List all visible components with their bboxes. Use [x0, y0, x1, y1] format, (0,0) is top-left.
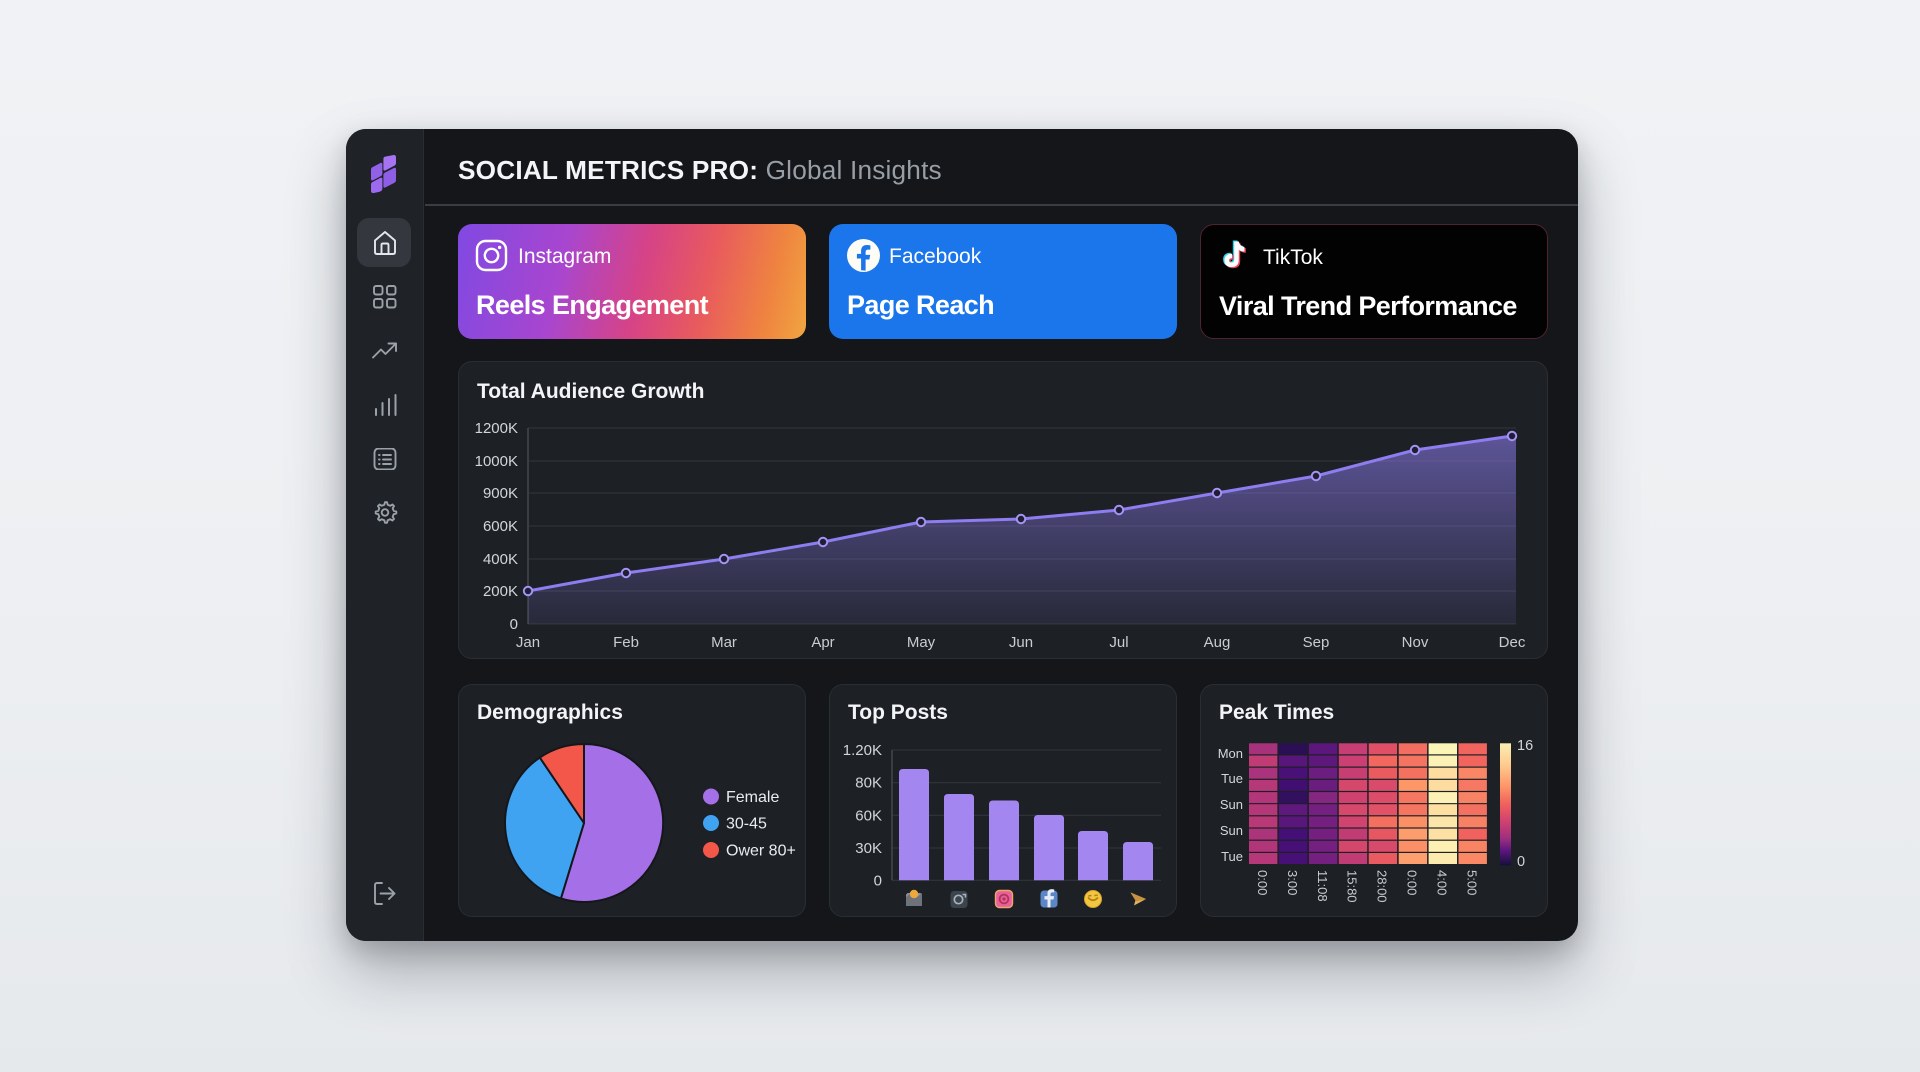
svg-text:Mon: Mon [1218, 746, 1243, 761]
svg-text:60K: 60K [855, 807, 882, 824]
svg-text:200K: 200K [483, 583, 518, 600]
svg-text:80K: 80K [855, 775, 882, 792]
svg-text:Ower 80+: Ower 80+ [726, 843, 796, 860]
svg-text:600K: 600K [483, 518, 518, 535]
svg-text:16: 16 [1517, 738, 1533, 754]
svg-text:Sun: Sun [1220, 823, 1243, 838]
svg-text:5:00: 5:00 [1465, 870, 1480, 895]
svg-text:1000K: 1000K [475, 453, 518, 470]
svg-text:30K: 30K [855, 840, 882, 857]
svg-text:Dec: Dec [1499, 634, 1526, 651]
svg-text:Mar: Mar [711, 634, 737, 651]
svg-text:1.20K: 1.20K [843, 742, 882, 759]
svg-text:Female: Female [726, 789, 779, 806]
svg-text:Tue: Tue [1221, 771, 1243, 786]
svg-text:Nov: Nov [1402, 634, 1429, 651]
svg-text:15:80: 15:80 [1345, 870, 1360, 903]
svg-text:4:00: 4:00 [1435, 870, 1450, 895]
svg-text:1200K: 1200K [475, 420, 518, 437]
svg-text:May: May [907, 634, 936, 651]
svg-text:Apr: Apr [811, 634, 834, 651]
svg-text:Sun: Sun [1220, 797, 1243, 812]
svg-text:Feb: Feb [613, 634, 639, 651]
svg-text:Tue: Tue [1221, 849, 1243, 864]
svg-text:11:08: 11:08 [1315, 870, 1330, 902]
svg-text:Jul: Jul [1109, 634, 1128, 651]
svg-text:Aug: Aug [1204, 634, 1231, 651]
svg-text:900K: 900K [483, 485, 518, 502]
svg-text:Jan: Jan [516, 634, 540, 651]
svg-text:Jun: Jun [1009, 634, 1033, 651]
svg-text:28:00: 28:00 [1375, 870, 1390, 903]
svg-text:0:00: 0:00 [1405, 870, 1420, 895]
svg-text:0: 0 [1517, 854, 1525, 870]
svg-text:30-45: 30-45 [726, 816, 767, 833]
svg-text:0: 0 [874, 872, 882, 889]
svg-text:0: 0 [510, 616, 518, 633]
svg-text:400K: 400K [483, 551, 518, 568]
svg-text:0:00: 0:00 [1255, 870, 1270, 895]
svg-text:3:00: 3:00 [1285, 870, 1300, 895]
svg-text:Sep: Sep [1303, 634, 1330, 651]
